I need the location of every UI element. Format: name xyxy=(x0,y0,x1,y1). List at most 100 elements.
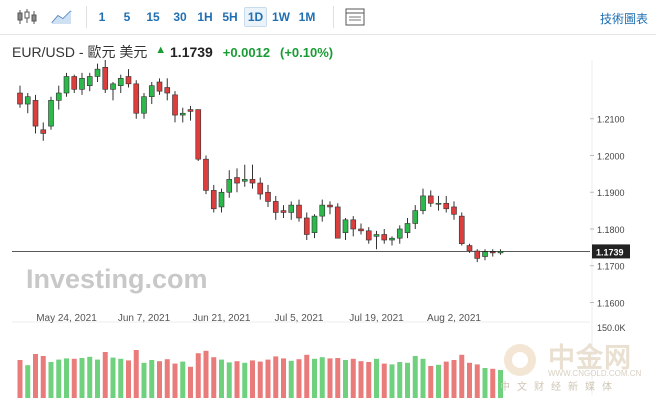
timeframe-1[interactable]: 1 xyxy=(98,10,106,24)
volume-bar xyxy=(405,362,410,398)
volume-bar xyxy=(428,366,434,398)
cngold-url: WWW.CNGOLD.COM.CN xyxy=(548,369,642,378)
volume-bar xyxy=(490,368,496,398)
candle-body xyxy=(497,251,504,254)
candle-body xyxy=(32,100,39,127)
technical-chart-link[interactable]: 技術圖表 xyxy=(599,12,648,26)
candle-body xyxy=(303,217,310,235)
last-price: 1.1739 xyxy=(170,44,213,60)
y-tick-label: 1.2100 xyxy=(597,115,625,125)
volume-bar xyxy=(281,358,286,398)
volume-bar xyxy=(71,358,77,398)
timeframe-1d[interactable]: 1D xyxy=(244,7,267,27)
volume-bar xyxy=(288,360,294,398)
candle-body xyxy=(179,112,186,116)
candle-body xyxy=(125,76,132,85)
timeframe-5[interactable]: 5 xyxy=(123,10,131,24)
candle-body xyxy=(210,190,217,210)
symbol-title: EUR/USD - 歐元 美元 xyxy=(12,44,148,60)
volume-bar xyxy=(257,361,263,398)
timeframe-1w[interactable]: 1W xyxy=(272,10,290,24)
candle-body xyxy=(79,78,85,90)
candle-body xyxy=(265,191,271,202)
volume-bar xyxy=(358,361,364,398)
current-price-tag xyxy=(592,244,630,259)
candle-body xyxy=(249,179,256,184)
cngold-tagline: 中文财经新媒体 xyxy=(500,382,619,393)
quote-header: EUR/USD - 歐元 美元 ▲ 1.1739 +0.0012 (+0.10%… xyxy=(12,42,333,62)
candle-body xyxy=(443,202,450,210)
volume-bar xyxy=(64,358,69,398)
volume-bar xyxy=(498,370,503,398)
candle-body xyxy=(474,250,481,259)
candle-body xyxy=(17,92,23,105)
candle-body xyxy=(164,87,171,94)
volume-bar xyxy=(412,356,418,398)
volume-bar xyxy=(374,358,379,398)
candle-body xyxy=(327,204,333,208)
volume-bar xyxy=(312,358,317,398)
x-tick-label: Aug 2, 2021 xyxy=(427,313,481,324)
volume-bar xyxy=(195,353,201,398)
candle-body xyxy=(396,228,403,239)
candle-body xyxy=(342,219,349,233)
settings-panel-icon[interactable] xyxy=(344,7,366,27)
candle-body xyxy=(381,234,388,241)
candle-body xyxy=(350,219,357,230)
candle-body xyxy=(389,237,395,241)
volume-bar xyxy=(304,354,310,398)
area-chart-icon[interactable] xyxy=(50,7,72,27)
candle-body xyxy=(195,109,202,160)
candlestick-chart-icon[interactable] xyxy=(16,7,38,27)
volume-bar xyxy=(164,359,170,398)
candle-body xyxy=(311,215,318,233)
candle-body xyxy=(24,96,31,105)
volume-bar xyxy=(102,352,108,398)
candle-body xyxy=(257,182,264,195)
volume-bar xyxy=(459,354,465,398)
toolbar-divider xyxy=(86,6,87,28)
candle-body xyxy=(288,204,295,213)
volume-bar xyxy=(319,357,325,398)
timeframe-1h[interactable]: 1H xyxy=(197,10,213,24)
y-tick-label: 1.1800 xyxy=(597,225,625,235)
volume-bar xyxy=(211,357,217,398)
volume-bar xyxy=(33,354,38,398)
y-tick-label: 1.1600 xyxy=(597,298,625,308)
volume-bar xyxy=(180,361,186,398)
candle-body xyxy=(420,195,426,211)
candle-body xyxy=(334,206,341,239)
timeframe-5h[interactable]: 5H xyxy=(222,10,238,24)
candle-body xyxy=(172,94,178,116)
candle-body xyxy=(94,68,101,77)
volume-bar xyxy=(133,350,139,398)
up-arrow-icon: ▲ xyxy=(155,44,167,56)
volume-bar xyxy=(95,359,100,398)
candle-body xyxy=(40,129,47,134)
volume-bar xyxy=(482,368,488,398)
volume-bar xyxy=(56,359,62,398)
candle-body xyxy=(373,234,380,237)
volume-bar xyxy=(242,362,248,398)
candle-body xyxy=(203,158,209,191)
volume-bar xyxy=(172,363,178,398)
candle-body xyxy=(272,201,279,213)
cngold-emblem-icon xyxy=(512,352,528,368)
cngold-logo: 中金网 xyxy=(548,343,632,374)
candle-body xyxy=(63,76,70,94)
volume-bar xyxy=(436,364,441,398)
volume-bar xyxy=(149,360,155,398)
price-change: +0.0012 xyxy=(222,45,271,60)
volume-bar xyxy=(79,358,85,398)
x-tick-label: Jul 19, 2021 xyxy=(349,313,404,324)
candle-body xyxy=(218,191,225,208)
timeframe-15[interactable]: 15 xyxy=(146,10,160,24)
timeframe-30[interactable]: 30 xyxy=(173,10,187,24)
volume-bar xyxy=(350,358,356,398)
candle-body xyxy=(466,245,473,252)
timeframe-1m[interactable]: 1M xyxy=(298,10,316,24)
candle-body xyxy=(296,204,302,219)
candle-body xyxy=(482,251,488,257)
candle-body xyxy=(319,204,326,217)
